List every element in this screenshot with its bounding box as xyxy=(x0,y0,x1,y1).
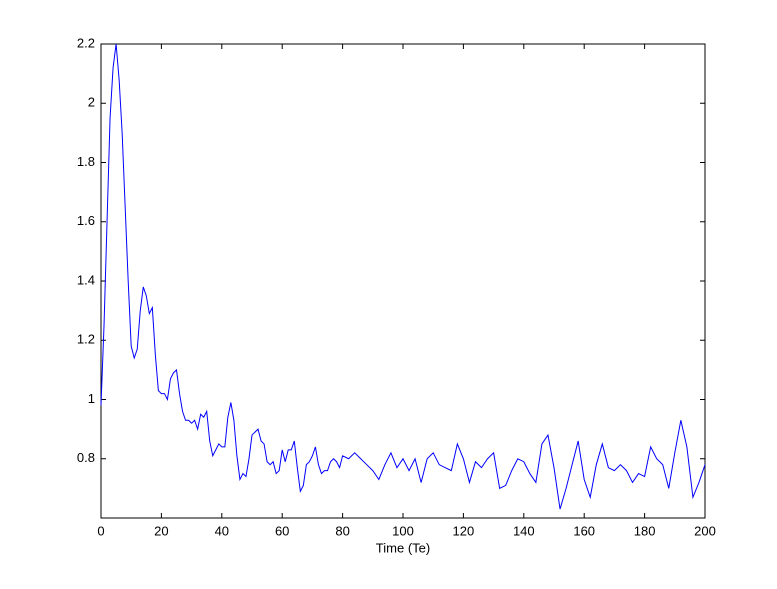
x-tick-label: 60 xyxy=(275,523,289,538)
y-tick-label: 1 xyxy=(88,391,95,406)
y-tick-label: 1.4 xyxy=(77,272,95,287)
x-tick-label: 100 xyxy=(392,523,414,538)
x-tick-label: 160 xyxy=(573,523,595,538)
y-tick-label: 0.8 xyxy=(77,450,95,465)
y-tick-label: 1.2 xyxy=(77,332,95,347)
y-tick-label: 2.2 xyxy=(77,35,95,50)
y-tick-label: 1.6 xyxy=(77,213,95,228)
plot-frame xyxy=(100,43,706,519)
x-tick-label: 20 xyxy=(154,523,168,538)
y-tick-label: 2 xyxy=(88,95,95,110)
x-tick-label: 80 xyxy=(335,523,349,538)
y-tick-label: 1.8 xyxy=(77,154,95,169)
x-axis-label: Time (Te) xyxy=(376,540,430,555)
x-tick-label: 0 xyxy=(97,523,104,538)
x-tick-label: 120 xyxy=(453,523,475,538)
x-tick-label: 140 xyxy=(513,523,535,538)
x-tick-label: 200 xyxy=(694,523,716,538)
data-line xyxy=(100,43,706,510)
x-tick-label: 40 xyxy=(215,523,229,538)
x-tick-label: 180 xyxy=(634,523,656,538)
